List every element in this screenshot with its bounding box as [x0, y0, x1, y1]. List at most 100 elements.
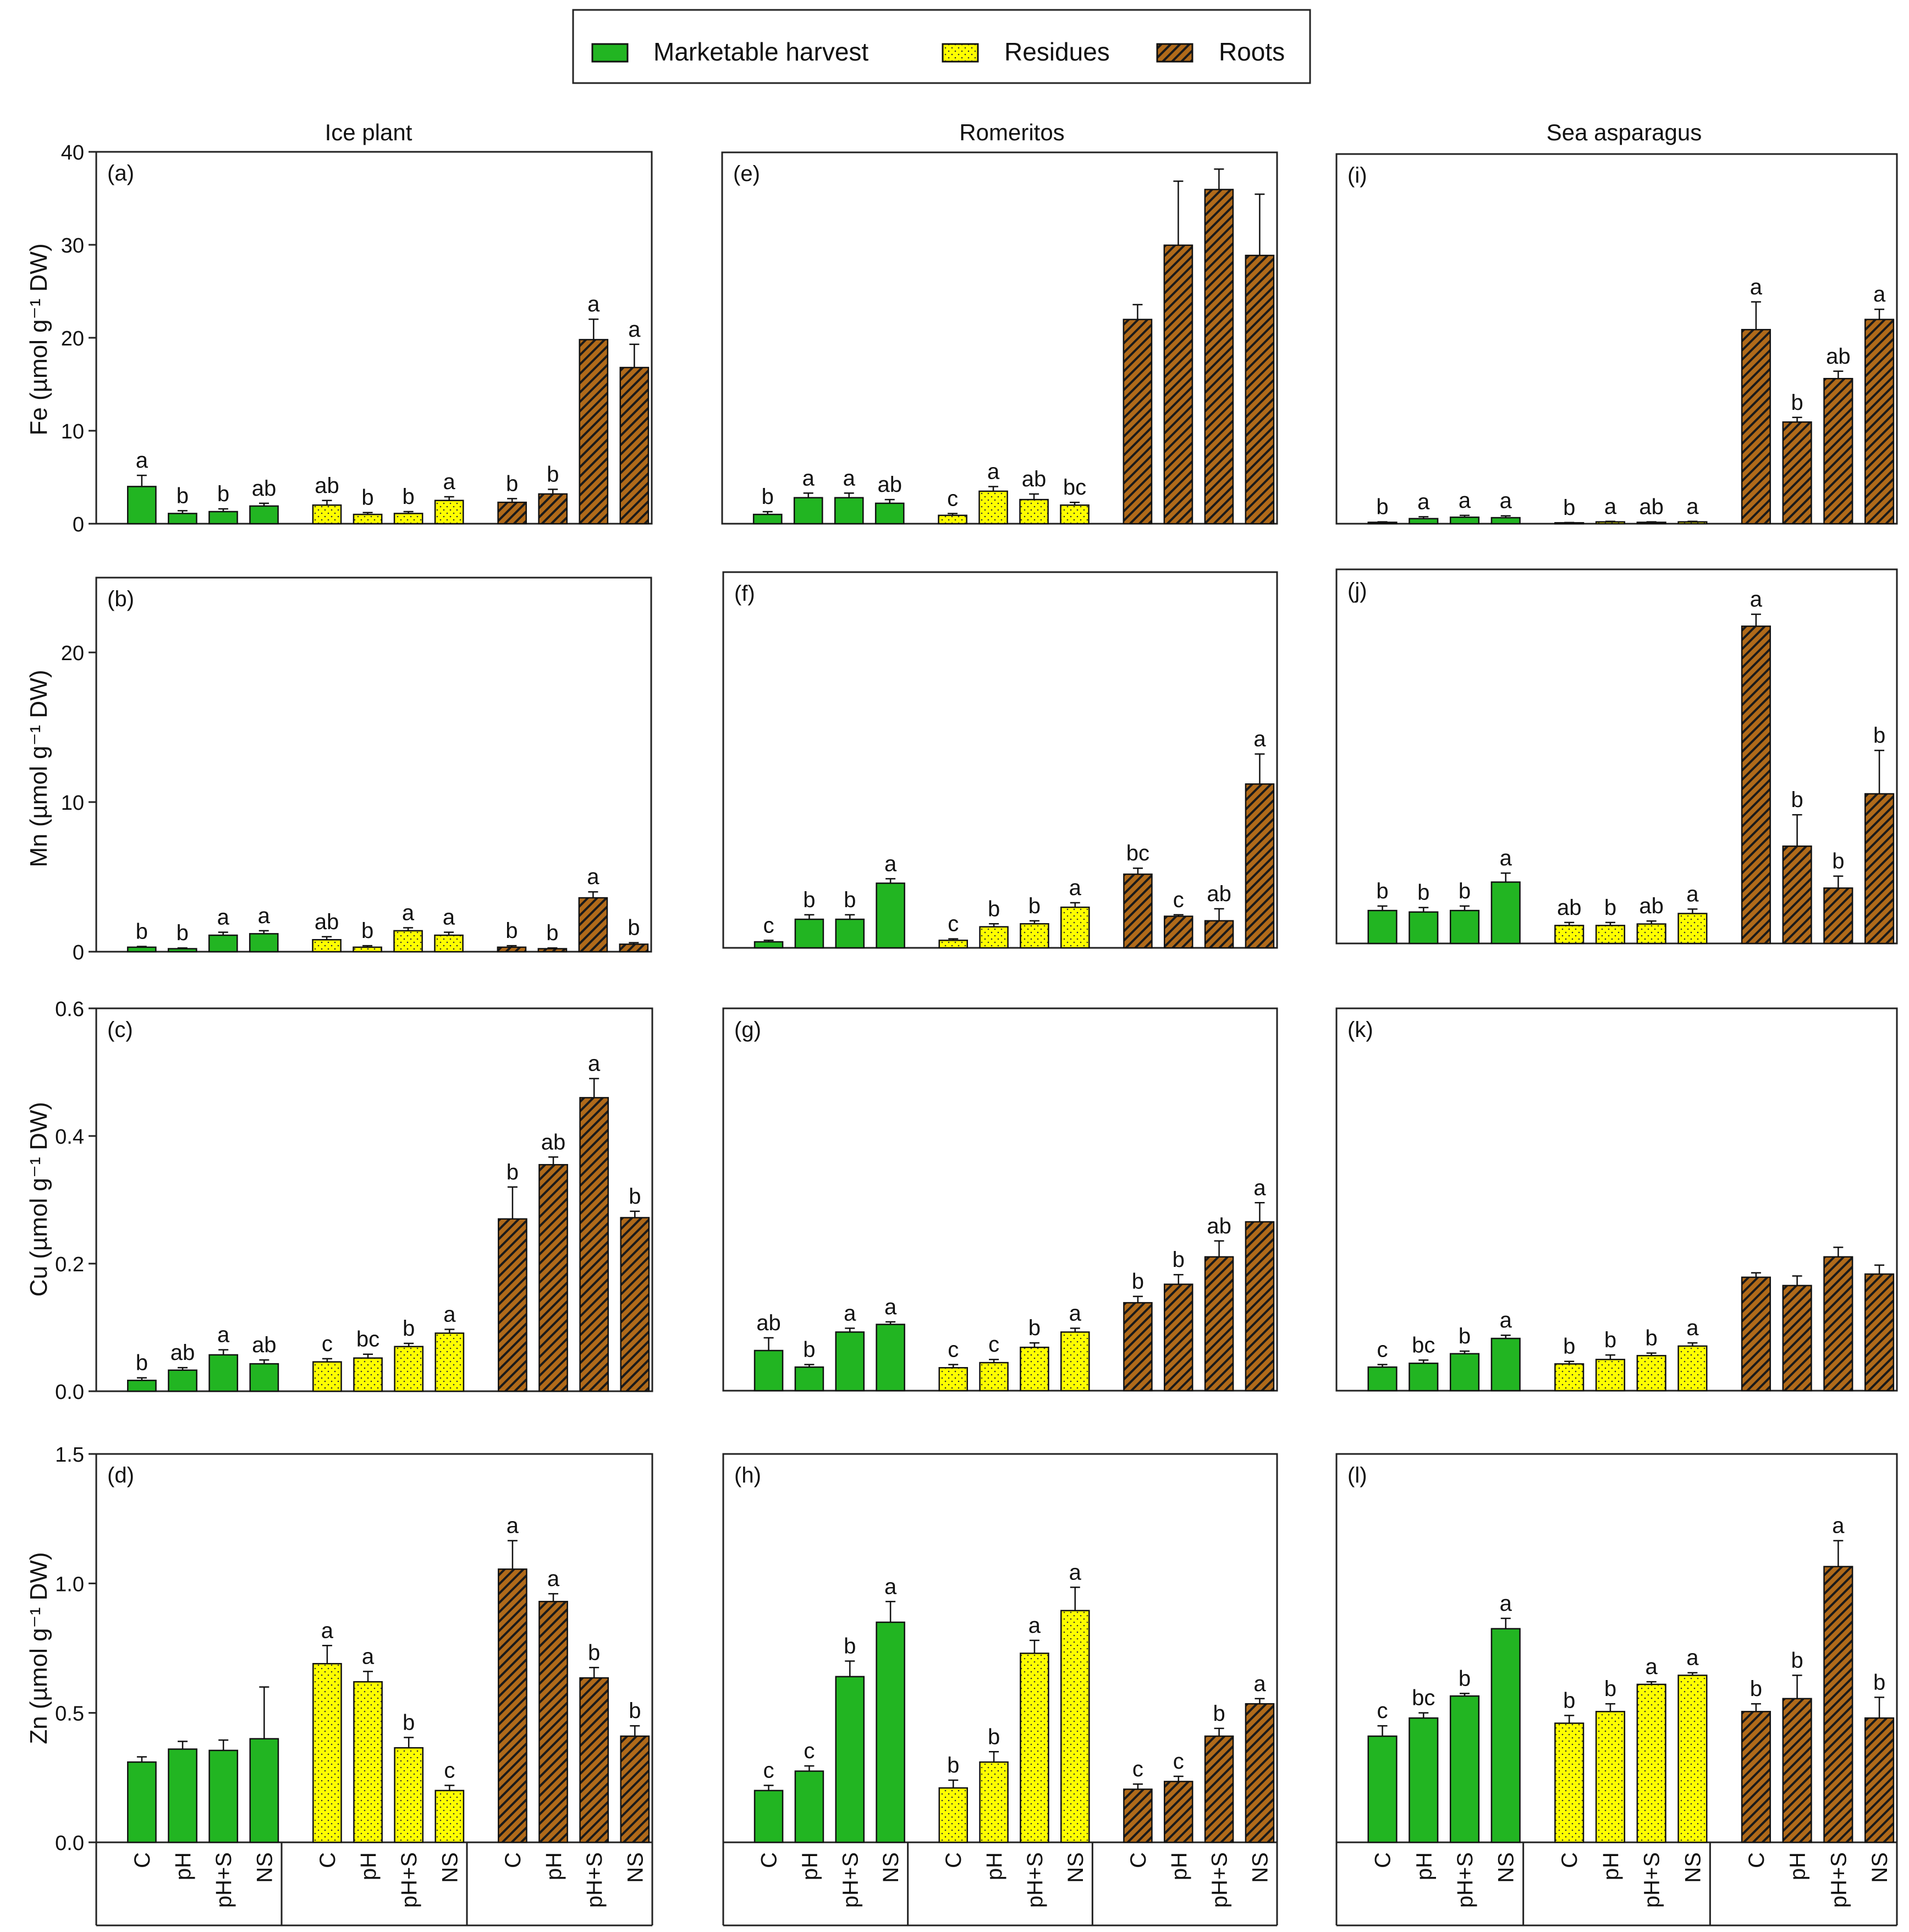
significance-letter: c [948, 1338, 959, 1362]
significance-letter: b [136, 1351, 148, 1375]
significance-letter: c [763, 913, 774, 937]
significance-letter: a [1500, 846, 1512, 870]
bar-res-NS [434, 500, 464, 525]
bar-mh-NS [876, 1621, 905, 1843]
significance-letter: b [1832, 849, 1844, 874]
bar-root-pH+S [1204, 1735, 1234, 1843]
bar-root-pH+S [579, 339, 609, 525]
significance-letter: b [1376, 879, 1388, 903]
significance-letter: ab [877, 473, 902, 497]
bar-res-C [312, 938, 342, 953]
bar-root-pH+S [1823, 1566, 1853, 1843]
significance-letter: b [1604, 896, 1616, 920]
bar-mh-C [126, 946, 157, 953]
x-tick-label-C: C [130, 1852, 155, 1868]
panel-label: (h) [734, 1463, 761, 1488]
bar-res-C [1554, 1722, 1585, 1843]
bar-root-C [1741, 625, 1771, 945]
bar-root-C [1741, 328, 1771, 525]
bar-res-C [312, 1361, 342, 1392]
bar-mh-pH [168, 1748, 197, 1843]
significance-letter: a [1069, 1560, 1082, 1584]
panel-frame [95, 577, 652, 953]
significance-letter: ab [170, 1341, 195, 1365]
bar-res-pH+S [394, 1346, 424, 1392]
significance-letter: a [1686, 495, 1699, 519]
significance-letter: b [1604, 1328, 1616, 1352]
bar-mh-pH+S [834, 497, 864, 525]
significance-letter: b [1791, 788, 1803, 812]
significance-letter: a [1253, 1176, 1266, 1200]
legend-swatch-res [942, 43, 979, 63]
y-tick-label: 1.5 [55, 1443, 84, 1467]
significance-letter: b [844, 888, 856, 912]
significance-letter: a [987, 460, 1000, 484]
bar-res-NS [1677, 1345, 1708, 1392]
significance-letter: b [361, 919, 373, 943]
significance-letter: b [1028, 894, 1041, 918]
x-tick-label-NS: NS [1248, 1852, 1272, 1883]
bar-root-NS [1245, 1703, 1275, 1843]
bar-res-pH+S [1636, 923, 1666, 945]
significance-letter: b [1750, 1677, 1762, 1701]
significance-letter: b [762, 485, 774, 509]
significance-letter: bc [1412, 1333, 1435, 1357]
significance-letter: a [1750, 588, 1763, 612]
column-title-romeritos: Romeritos [959, 119, 1064, 145]
bar-root-pH [1163, 244, 1193, 525]
bar-root-pH+S [578, 897, 608, 953]
bar-mh-NS [874, 502, 905, 525]
y-axis-label-mn: Mn (µmol g⁻¹ DW) [25, 669, 52, 867]
y-tick-label: 0.2 [55, 1253, 84, 1276]
x-tick-label-pH+S: pH+S [1827, 1852, 1851, 1908]
significance-letter: a [1500, 489, 1512, 513]
x-tick-label-pH+S: pH+S [838, 1852, 862, 1908]
significance-letter: a [443, 1302, 456, 1326]
bar-root-C [1123, 1302, 1153, 1392]
significance-letter: a [1686, 1316, 1699, 1340]
significance-letter: c [804, 1739, 815, 1763]
bar-mh-pH [168, 513, 197, 525]
x-tick-label-pH: pH [356, 1852, 381, 1880]
y-tick-label: 0.5 [55, 1703, 84, 1726]
significance-letter: ab [1207, 1214, 1231, 1238]
y-tick-label: 0.6 [55, 998, 84, 1021]
bar-root-NS [620, 1735, 650, 1843]
bar-res-pH+S [393, 930, 423, 953]
significance-letter: b [947, 1753, 959, 1777]
panel-label: (j) [1347, 579, 1367, 603]
significance-letter: b [136, 919, 148, 943]
panel-h: (h) c Cc pH b pH+S a NS b Cb pH a pH+S a NS c Cc pH b pH+S a… [722, 1453, 1278, 1926]
y-tick-label: 20 [61, 642, 84, 665]
significance-letter: c [988, 1332, 999, 1357]
bar-mh-pH+S [208, 1354, 239, 1392]
panel-label: (d) [107, 1463, 134, 1488]
bar-res-C [312, 1662, 342, 1843]
bar-res-C [312, 504, 342, 525]
y-tick-label: 0 [73, 941, 84, 964]
significance-letter: ab [1826, 344, 1851, 369]
bar-mh-C [126, 486, 157, 525]
significance-letter: b [217, 482, 229, 506]
significance-letter: a [1028, 1613, 1041, 1638]
bar-mh-NS [249, 1738, 279, 1843]
y-tick-label: 20 [61, 327, 84, 350]
bar-mh-NS [249, 505, 279, 525]
legend-swatch-root [1156, 43, 1193, 63]
significance-letter: a [1253, 727, 1266, 751]
significance-letter: ab [252, 476, 277, 501]
significance-letter: c [1173, 1749, 1184, 1774]
bar-res-C [938, 1787, 969, 1843]
bar-mh-pH+S [1449, 516, 1480, 525]
significance-letter: ab [1557, 896, 1582, 920]
significance-letter: a [884, 852, 897, 876]
bar-res-pH+S [393, 513, 423, 525]
significance-letter: b [844, 1634, 856, 1659]
significance-letter: a [588, 1052, 601, 1076]
significance-letter: b [588, 1640, 600, 1665]
bar-root-pH [1782, 421, 1812, 525]
bar-res-NS [1677, 521, 1708, 525]
